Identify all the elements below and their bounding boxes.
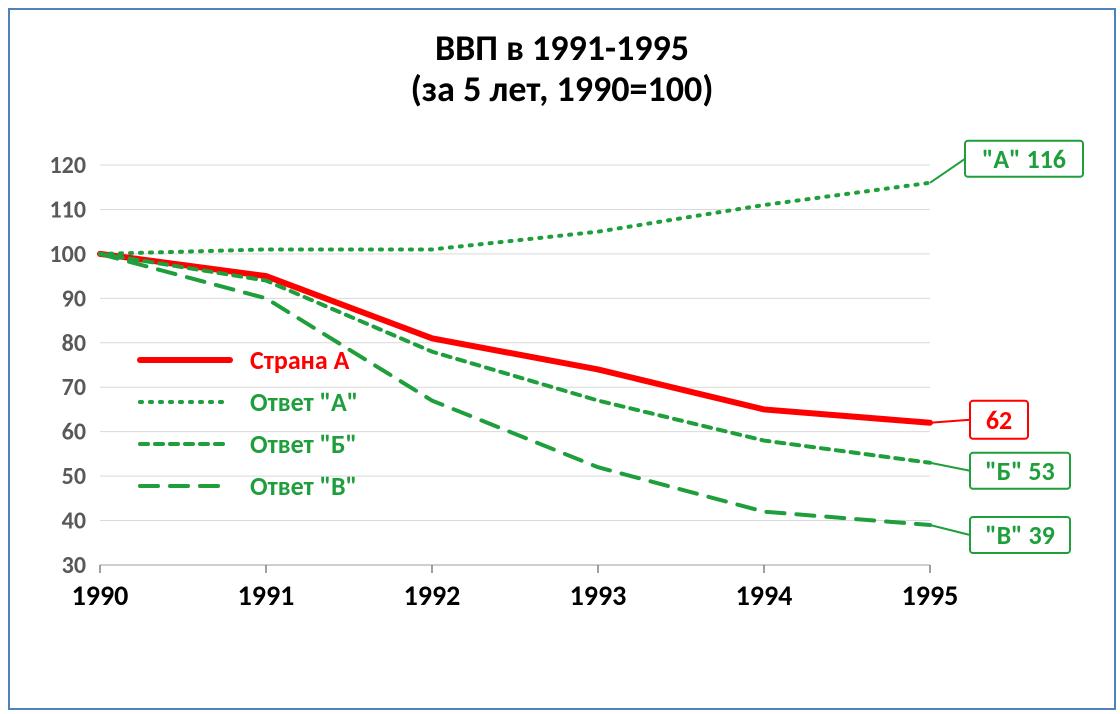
callout-leader-answer_b <box>930 463 970 471</box>
callout-text-answer_a: "А" 116 <box>982 143 1066 175</box>
y-tick-label: 90 <box>62 284 86 313</box>
callout-text-answer_v: "В" 39 <box>985 519 1055 551</box>
x-tick-label: 1990 <box>72 578 129 613</box>
y-tick-label: 30 <box>62 551 86 580</box>
legend-label-answer_a: Ответ "А" <box>250 386 358 418</box>
y-tick-label: 100 <box>50 240 87 269</box>
x-tick-label: 1995 <box>902 578 959 613</box>
y-tick-label: 70 <box>62 373 86 402</box>
legend-label-answer_v: Ответ "В" <box>250 470 357 502</box>
y-tick-label: 60 <box>62 418 86 447</box>
x-tick-label: 1991 <box>238 578 295 613</box>
y-tick-label: 120 <box>50 151 87 180</box>
callout-text-answer_b: "Б" 53 <box>985 455 1054 487</box>
y-tick-label: 50 <box>62 462 86 491</box>
x-tick-label: 1993 <box>570 578 627 613</box>
series-line-country_a <box>100 254 930 423</box>
plot-area: 30 40 50 60 70 80 90 100 110 120 1990 1991 1992 1993 1… <box>10 10 1114 708</box>
series-line-answer_v <box>100 254 930 525</box>
callout-text-country_a: 62 <box>986 404 1012 436</box>
y-tick-label: 110 <box>50 195 87 224</box>
chart-frame: ВВП в 1991-1995 (за 5 лет, 1990=100) 304… <box>8 8 1116 710</box>
callout-leader-answer_v <box>930 525 970 535</box>
y-tick-label: 80 <box>62 329 86 358</box>
x-tick-label: 1994 <box>736 578 793 613</box>
callout-leader-country_a <box>930 420 970 423</box>
legend-label-country_a: Страна А <box>250 344 350 376</box>
y-tick-label: 40 <box>62 507 86 536</box>
series-line-answer_a <box>100 183 930 254</box>
callout-leader-answer_a <box>930 159 965 183</box>
legend-label-answer_b: Ответ "Б" <box>250 428 357 460</box>
x-tick-label: 1992 <box>404 578 461 613</box>
